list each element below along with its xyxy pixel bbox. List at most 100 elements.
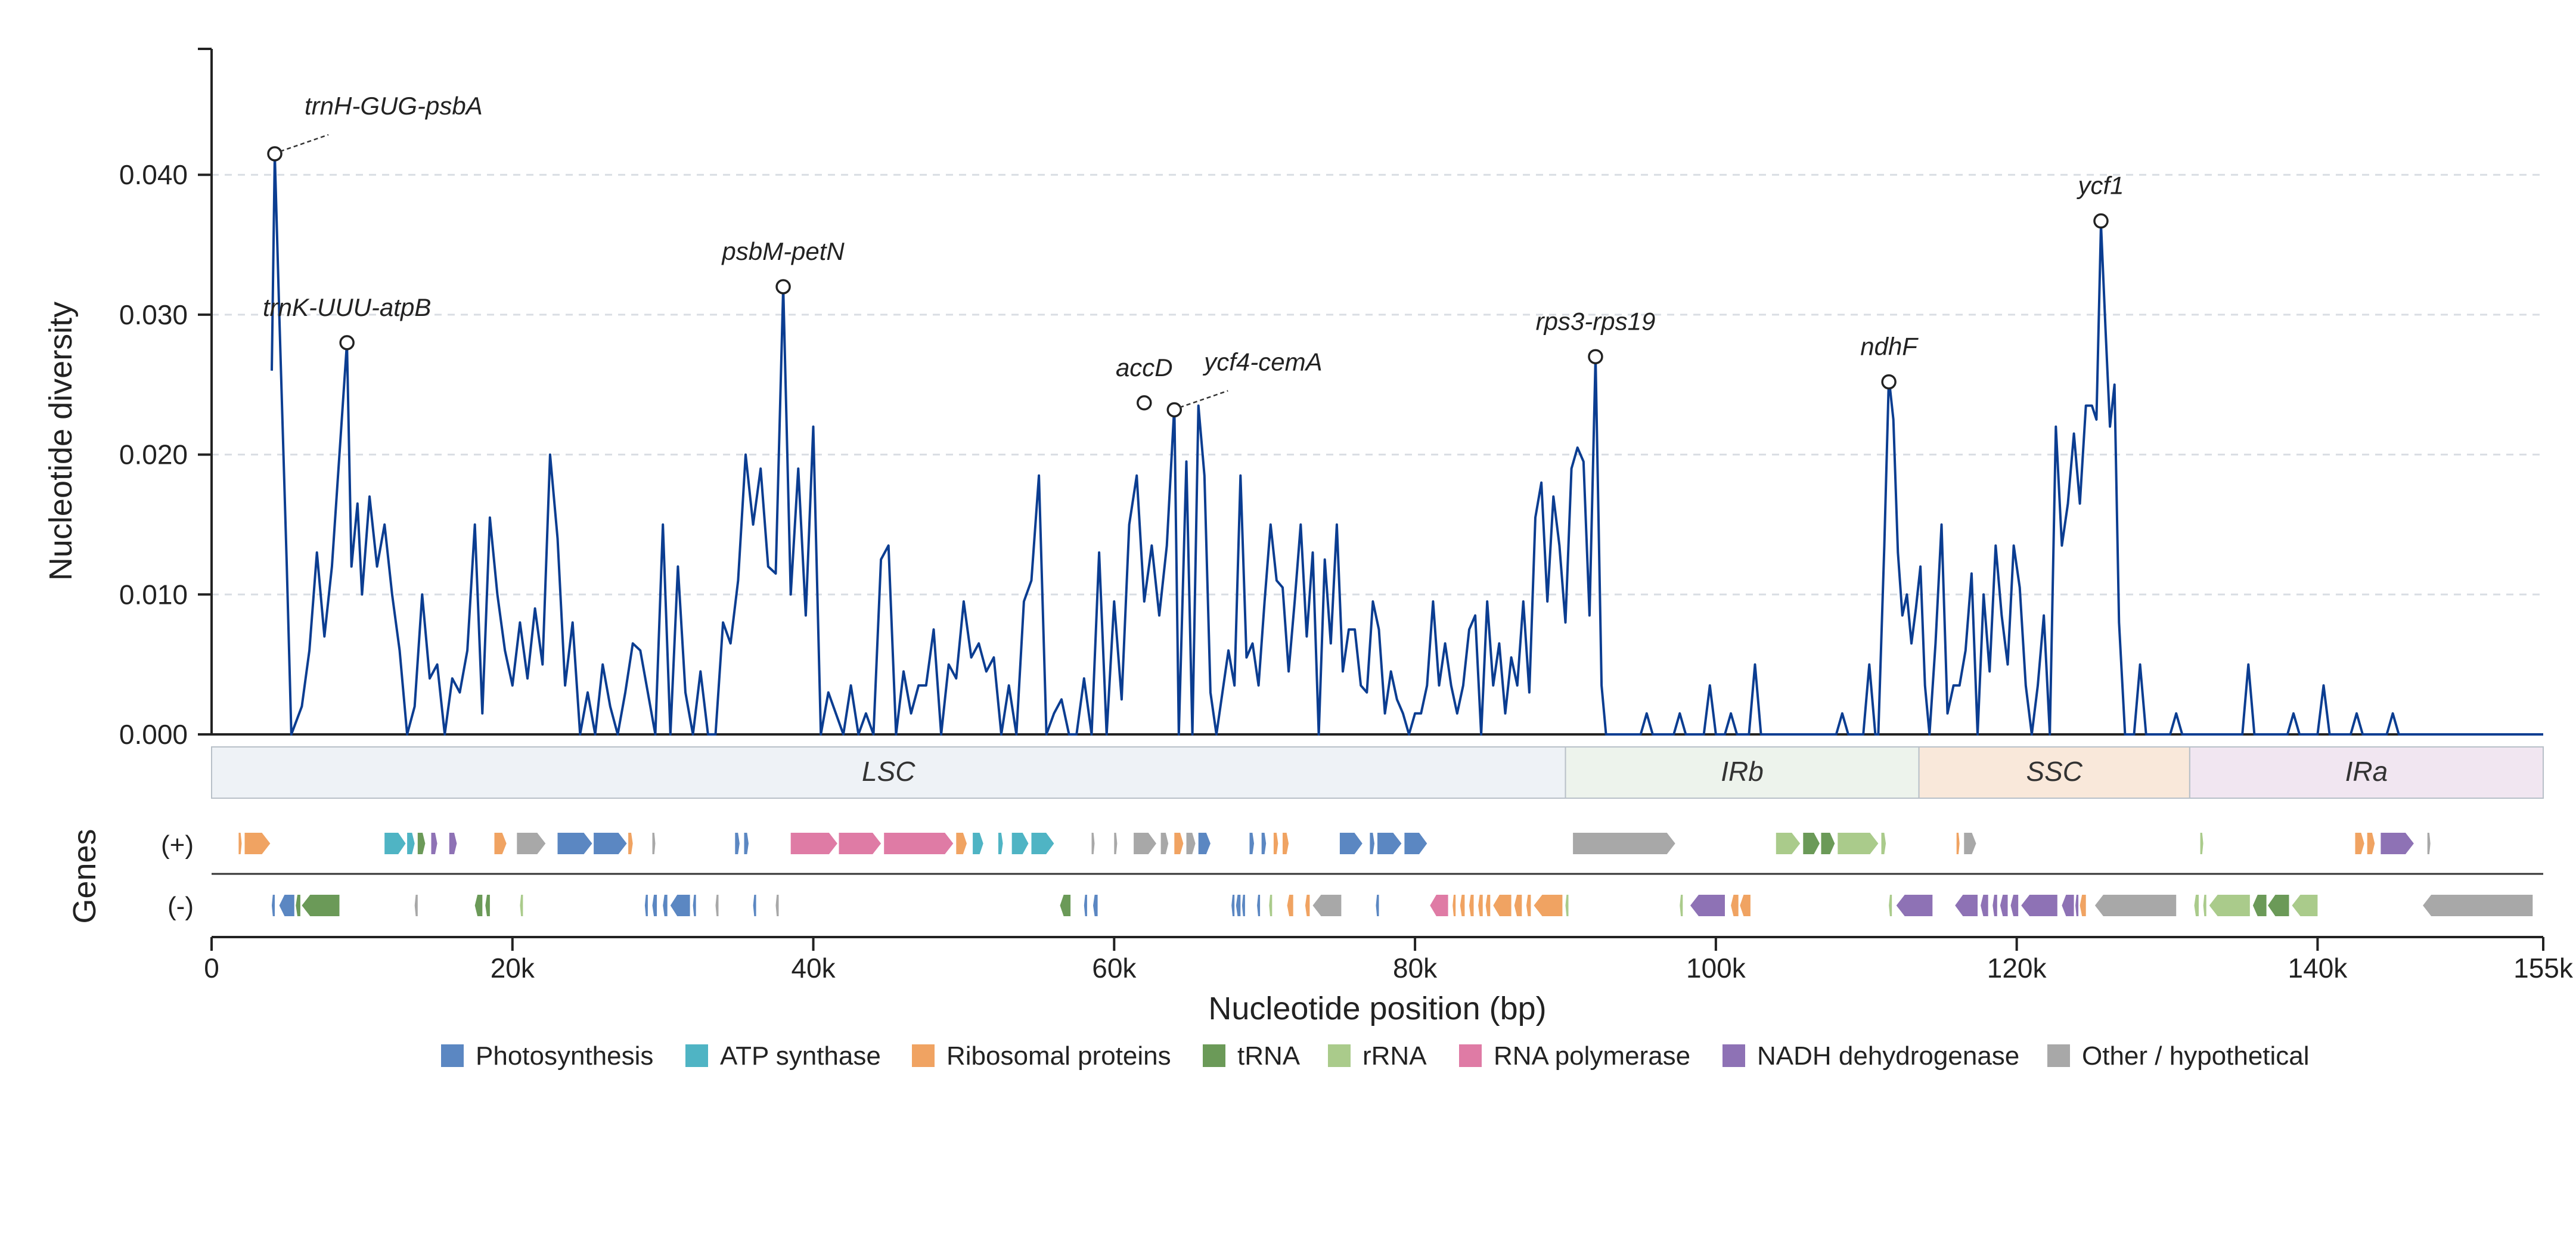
gene-block xyxy=(1690,895,1725,916)
gene-block xyxy=(302,895,340,916)
gene-block xyxy=(2268,895,2289,916)
x-tick-label: 120k xyxy=(1987,953,2047,984)
gene-block xyxy=(744,833,749,854)
peak-label: trnK-UUU-atpB xyxy=(263,293,431,321)
gene-block xyxy=(2209,895,2250,916)
gene-block xyxy=(2367,833,2375,854)
gene-block xyxy=(1269,895,1273,916)
gene-block xyxy=(1776,833,1801,854)
gene-block xyxy=(2355,833,2364,854)
gene-block xyxy=(2075,895,2079,916)
gene-block xyxy=(1740,895,1751,916)
gene-block xyxy=(296,895,300,916)
minus-strand-genes xyxy=(272,895,2533,916)
gene-block xyxy=(884,833,954,854)
y-tick-label: 0.040 xyxy=(119,159,188,190)
gene-block xyxy=(652,895,657,916)
genes-label: Genes xyxy=(67,829,103,923)
gene-block xyxy=(839,833,882,854)
gene-block xyxy=(1011,833,1029,854)
x-tick-label: 40k xyxy=(791,953,836,984)
gene-block xyxy=(652,833,656,854)
gene-block xyxy=(1283,833,1289,854)
gene-block xyxy=(2094,895,2177,916)
x-tick-label: 80k xyxy=(1393,953,1438,984)
gene-block xyxy=(1273,833,1278,854)
gene-block xyxy=(1889,895,1892,916)
gene-block xyxy=(2203,895,2206,916)
peak-marker xyxy=(267,146,283,162)
gene-block xyxy=(407,833,415,854)
gene-block xyxy=(1249,833,1254,854)
region-box xyxy=(2189,746,2544,799)
gene-block xyxy=(628,833,633,854)
peak-annotations: trnH-GUG-psbA trnK-UUU-atpB psbM-petN accD y… xyxy=(263,92,2124,418)
plus-strand-label: (+) xyxy=(161,830,194,860)
gene-block xyxy=(384,833,406,854)
legend-swatch xyxy=(2047,1044,2070,1067)
gene-block xyxy=(2021,895,2057,916)
gene-block xyxy=(517,833,546,854)
gene-block xyxy=(1160,833,1169,854)
gene-block xyxy=(557,833,592,854)
gene-block xyxy=(1821,833,1835,854)
gene-block xyxy=(272,895,275,916)
legend-label: RNA polymerase xyxy=(1494,1041,1690,1071)
gene-block xyxy=(2423,895,2533,916)
gene-block xyxy=(1992,895,1997,916)
gene-block xyxy=(1680,895,1683,916)
gene-block xyxy=(417,833,426,854)
gene-block xyxy=(1565,895,1569,916)
gene-block xyxy=(790,833,837,854)
legend-label: Photosynthesis xyxy=(476,1041,653,1071)
region-label: LSC xyxy=(862,756,915,787)
peak-label: psbM-petN xyxy=(721,237,845,265)
diversity-line xyxy=(271,153,2543,736)
gene-block xyxy=(244,833,271,854)
gene-block xyxy=(1186,833,1196,854)
gene-block xyxy=(2200,833,2203,854)
gene-block xyxy=(1134,833,1156,854)
gene-block xyxy=(1174,833,1184,854)
peak-marker xyxy=(1166,402,1183,418)
legend-label: NADH dehydrogenase xyxy=(1757,1041,2019,1071)
gene-block xyxy=(485,895,490,916)
x-tick-label: 155k xyxy=(2513,953,2574,984)
gene-block xyxy=(1460,895,1465,916)
gene-block xyxy=(1370,833,1374,854)
gene-block xyxy=(431,833,437,854)
gene-block xyxy=(2080,895,2086,916)
peak-label: accD xyxy=(1116,353,1173,382)
gene-block xyxy=(1430,895,1448,916)
peak-marker xyxy=(339,335,355,351)
gene-block xyxy=(494,833,507,854)
legend-swatch xyxy=(1203,1044,1225,1067)
gene-block xyxy=(1198,833,1211,854)
legend-swatch xyxy=(912,1044,935,1067)
region-label: IRb xyxy=(1721,756,1764,787)
gene-block xyxy=(1257,895,1261,916)
gene-block xyxy=(449,833,457,854)
gene-block xyxy=(775,895,779,916)
gene-block xyxy=(1526,895,1531,916)
gene-block xyxy=(644,895,648,916)
gene-block xyxy=(1803,833,1820,854)
peak-label: rps3-rps19 xyxy=(1536,307,1656,335)
gene-block xyxy=(735,833,740,854)
gene-block xyxy=(2427,833,2431,854)
x-tick-label: 20k xyxy=(491,953,535,984)
gene-block xyxy=(1534,895,1563,916)
legend-label: Ribosomal proteins xyxy=(946,1041,1171,1071)
gene-block xyxy=(279,895,294,916)
minus-strand-label: (-) xyxy=(167,892,194,921)
gene-block xyxy=(1114,833,1118,854)
y-tick-label: 0.030 xyxy=(119,299,188,330)
legend-swatch xyxy=(441,1044,464,1067)
legend-swatch xyxy=(685,1044,708,1067)
gene-block xyxy=(1896,895,1933,916)
gene-block xyxy=(670,895,690,916)
gene-block xyxy=(693,895,696,916)
peak-marker xyxy=(1137,395,1152,411)
legend-label: Other / hypothetical xyxy=(2082,1041,2310,1071)
gene-block xyxy=(2381,833,2414,854)
